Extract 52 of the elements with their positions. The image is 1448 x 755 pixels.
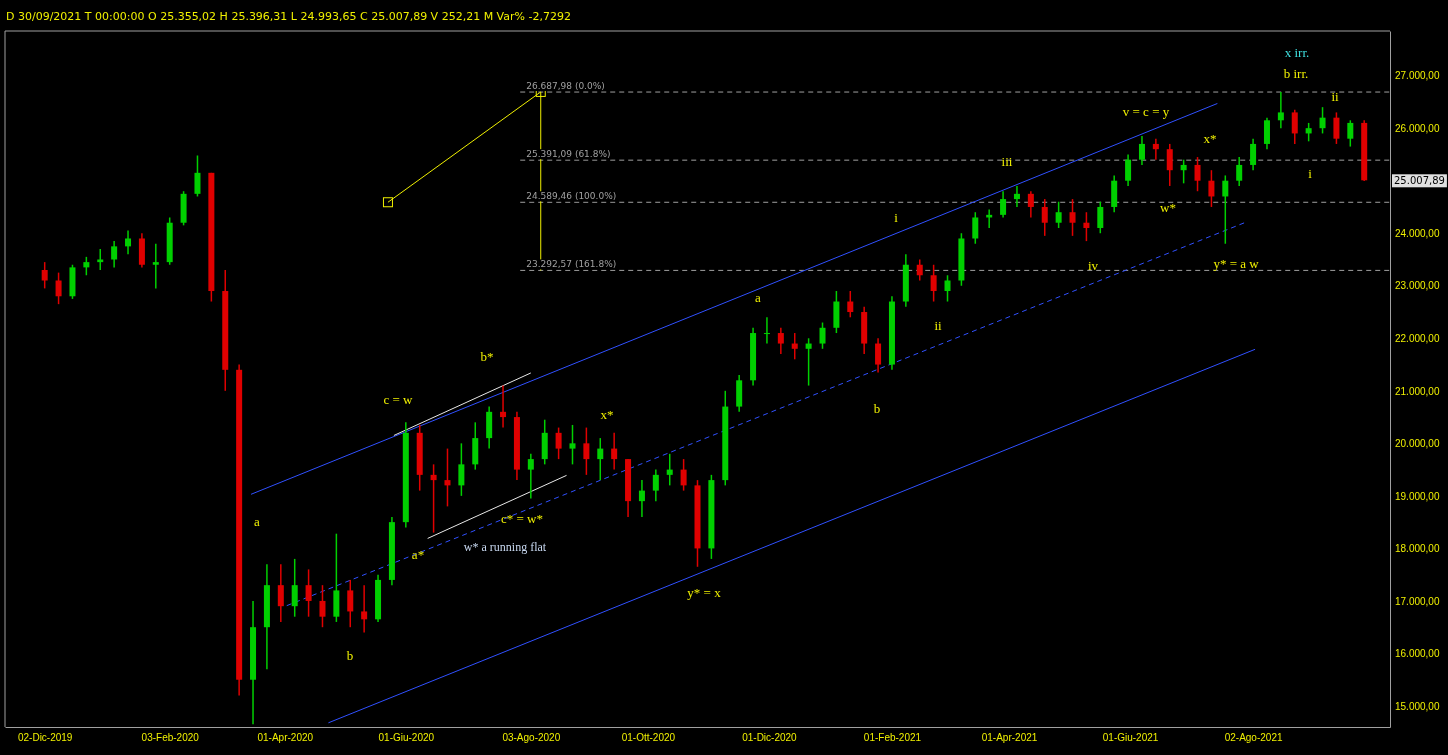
x-tick-label: 02-Ago-2021 <box>1224 732 1283 744</box>
chart-subtitle: D 30/09/2021 T 00:00:00 O 25.355,02 H 25.396,31 L 24.993,65 C 25.007,89 V 252,21 M Var% -2,7292 <box>6 10 571 23</box>
annotation: i <box>1308 166 1313 181</box>
annotation: w* <box>1160 200 1176 215</box>
annotation: i <box>894 210 899 225</box>
y-tick-label: 20.000,00 <box>1395 438 1440 450</box>
x-tick-label: 01-Apr-2020 <box>257 732 314 744</box>
x-tick-label: 01-Dic-2020 <box>742 732 798 744</box>
annotation: ii <box>934 318 942 333</box>
annotation: y* = x <box>687 585 722 600</box>
annotation: x irr. <box>1284 45 1310 60</box>
x-tick-label: 01-Ott-2020 <box>621 732 676 744</box>
annotation: y* = a w <box>1213 256 1260 271</box>
x-tick-label: 03-Ago-2020 <box>502 732 561 744</box>
x-tick-label: 01-Feb-2021 <box>863 732 922 744</box>
annotation: v = c = y <box>1122 104 1170 119</box>
y-tick-label: 26.000,00 <box>1395 122 1440 134</box>
y-tick-label: 18.000,00 <box>1395 543 1440 555</box>
annotation: x* <box>1203 131 1217 146</box>
ref-line-label: 26.687,98 (0.0%) <box>526 81 605 92</box>
x-tick-label: 02-Dic-2019 <box>17 732 73 744</box>
y-tick-label: 21.000,00 <box>1395 385 1440 397</box>
ref-line-label: 23.292,57 (161.8%) <box>526 259 617 270</box>
y-tick-label: 17.000,00 <box>1395 595 1440 607</box>
y-tick-label: 15.000,00 <box>1395 700 1440 712</box>
annotation: a <box>755 290 762 305</box>
annotation: a* <box>411 547 425 562</box>
x-tick-label: 01-Giu-2020 <box>378 732 435 744</box>
annotation: b <box>873 401 881 416</box>
y-tick-label: 16.000,00 <box>1395 648 1440 660</box>
x-tick-label: 03-Feb-2020 <box>141 732 200 744</box>
x-tick-label: 01-Apr-2021 <box>981 732 1038 744</box>
annotation: b irr. <box>1283 66 1309 81</box>
y-tick-label: 24.000,00 <box>1395 227 1440 239</box>
ref-line-label: 24.589,46 (100.0%) <box>526 191 617 202</box>
x-tick-label: 01-Giu-2021 <box>1102 732 1159 744</box>
annotation: 25.007,89 <box>1394 175 1445 187</box>
y-tick-label: 19.000,00 <box>1395 490 1440 502</box>
y-tick-label: 27.000,00 <box>1395 70 1440 82</box>
annotation: w* a running flat <box>463 540 547 554</box>
y-tick-label: 22.000,00 <box>1395 332 1440 344</box>
annotation: a <box>254 514 261 529</box>
annotation: b* <box>480 349 494 364</box>
annotation: ii <box>1331 89 1339 104</box>
y-tick-label: 23.000,00 <box>1395 280 1440 292</box>
annotation: iv <box>1087 258 1099 273</box>
annotation: iii <box>1001 154 1013 169</box>
ref-line-label: 25.391,09 (61.8%) <box>526 149 611 160</box>
annotation: b <box>346 648 354 663</box>
annotation: x* <box>600 407 614 422</box>
annotation: c = w <box>383 392 414 407</box>
annotation: c* = w* <box>501 511 543 526</box>
